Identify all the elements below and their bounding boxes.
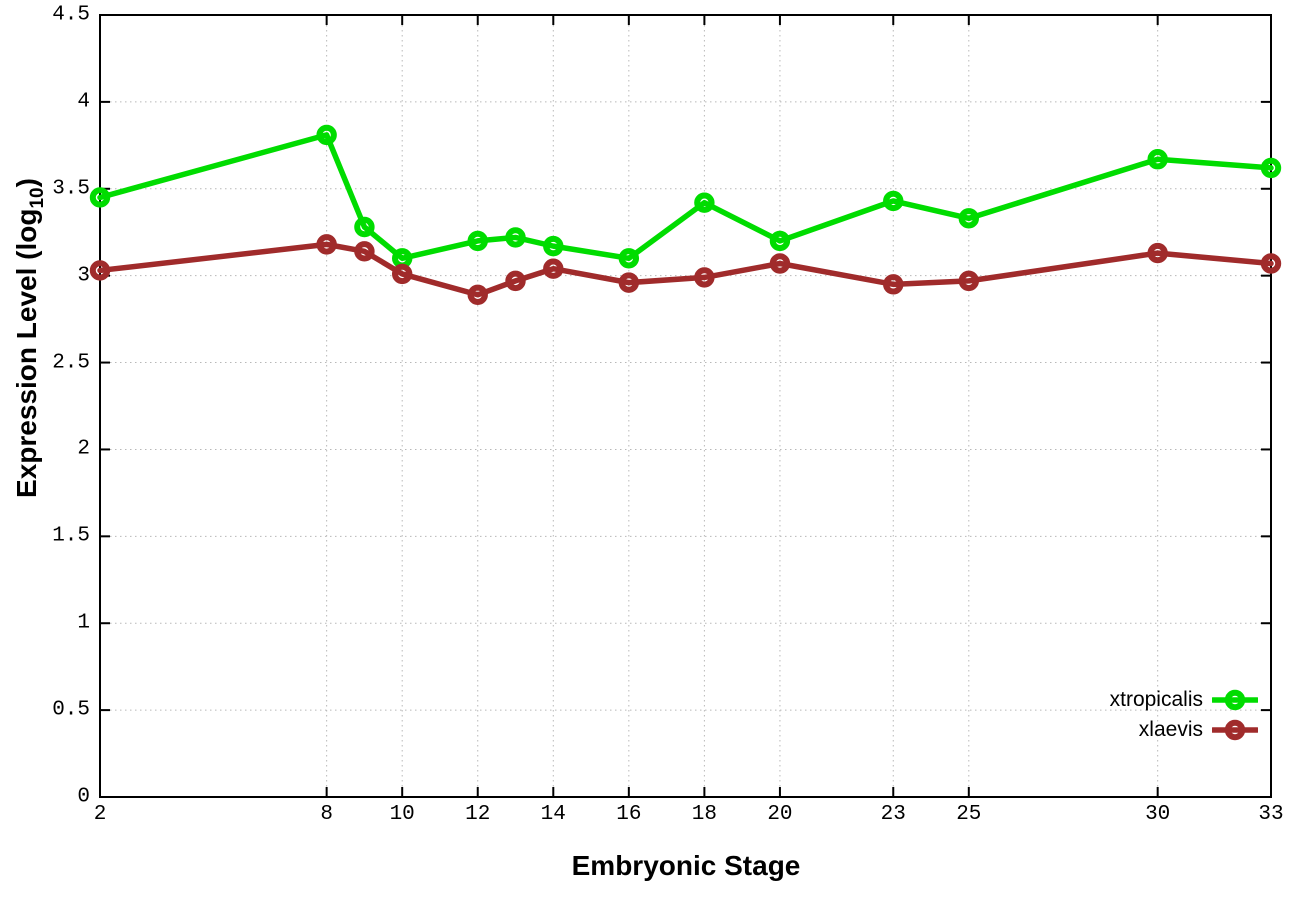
data-point-xlaevis (89, 260, 111, 281)
legend-sample-marker (1224, 719, 1246, 741)
x-tick-label: 14 (540, 803, 566, 826)
data-point-xtropicalis (694, 192, 715, 213)
x-tick-label: 23 (880, 803, 906, 826)
y-tick-label: 2.5 (52, 351, 90, 375)
x-tick-label: 8 (320, 803, 333, 826)
legend-marker-xlaevis (1212, 719, 1258, 741)
x-tick-label: 20 (767, 803, 793, 826)
x-tick-label: 2 (93, 803, 107, 826)
data-point-xtropicalis (354, 216, 375, 238)
y-tick-label: 2 (77, 437, 90, 461)
legend-sample-marker (1224, 689, 1246, 711)
data-point-xlaevis (316, 234, 337, 255)
y-axis-title-subscript: 10 (27, 187, 48, 209)
y-tick-label: 1.5 (52, 524, 90, 548)
data-point-xlaevis (505, 270, 526, 292)
x-tick-label: 12 (465, 803, 491, 826)
data-point-xtropicalis (1147, 149, 1168, 170)
x-tick-label: 25 (956, 803, 982, 826)
x-tick-label: 30 (1145, 803, 1171, 826)
y-axis-title: Expression Level (log10) (11, 178, 49, 498)
data-point-xtropicalis (769, 230, 791, 252)
y-tick-label: 0 (77, 785, 90, 809)
data-point-xtropicalis (883, 190, 904, 212)
axis-border (99, 14, 1272, 798)
data-point-xlaevis (543, 258, 564, 279)
legend: xtropicalis xlaevis (1110, 685, 1258, 745)
data-point-xlaevis (391, 263, 413, 285)
data-point-xlaevis (694, 267, 715, 288)
y-tick-label: 4 (77, 90, 90, 114)
data-point-xlaevis (354, 241, 375, 262)
legend-label-xtropicalis: xtropicalis (1109, 688, 1203, 711)
x-tick-label: 16 (616, 803, 642, 826)
data-point-xlaevis (769, 253, 791, 274)
legend-item-xlaevis: xlaevis (1139, 715, 1258, 745)
x-axis-title: Embryonic Stage (571, 850, 801, 881)
data-point-xtropicalis (89, 187, 111, 208)
data-point-xtropicalis (316, 124, 337, 146)
x-tick-label: 18 (691, 803, 717, 826)
y-tick-label: 3.5 (52, 177, 90, 201)
y-tick-label: 4.5 (52, 3, 90, 27)
data-point-xlaevis (467, 284, 488, 305)
data-point-xlaevis (1260, 253, 1282, 274)
data-point-xtropicalis (958, 208, 980, 229)
legend-item-xtropicalis: xtropicalis (1110, 685, 1258, 715)
data-point-xtropicalis (543, 235, 564, 257)
y-tick-label: 3 (77, 264, 90, 288)
legend-marker-xtropicalis (1212, 689, 1258, 711)
series-line-xtropicalis (97, 132, 1274, 262)
data-point-xtropicalis (618, 248, 640, 269)
data-point-xlaevis (618, 272, 640, 293)
legend-label-xlaevis: xlaevis (1138, 718, 1203, 741)
data-point-xtropicalis (467, 230, 488, 252)
data-point-xtropicalis (505, 227, 526, 248)
y-axis-title-text: Expression Level (log (11, 208, 42, 498)
series-line-xlaevis (97, 241, 1274, 298)
data-point-xlaevis (883, 274, 904, 295)
data-point-xtropicalis (1260, 157, 1282, 179)
y-tick-label: 0.5 (52, 698, 90, 722)
x-tick-label: 10 (389, 803, 415, 826)
data-point-xlaevis (1147, 242, 1168, 264)
data-point-xlaevis (958, 270, 980, 292)
y-axis-title-close: ) (11, 178, 42, 188)
x-tick-label: 33 (1258, 803, 1284, 826)
y-tick-label: 1 (77, 611, 90, 635)
